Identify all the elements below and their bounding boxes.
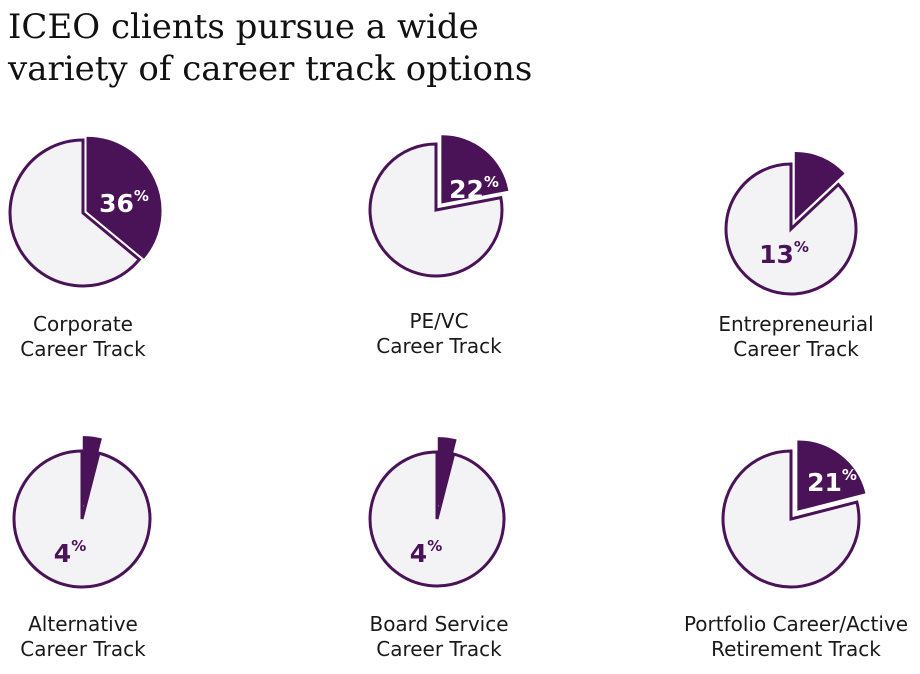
pie-slice-remainder bbox=[12, 449, 152, 589]
pie-caption: Board Service Career Track bbox=[369, 612, 508, 661]
pie-caption: Entrepreneurial Career Track bbox=[718, 312, 873, 361]
title-line-2: variety of career track options bbox=[8, 49, 533, 89]
pie-value-label: 4% bbox=[54, 537, 86, 569]
pie-chart: 4% Alternative Career Track bbox=[12, 436, 152, 661]
pie-slice-highlight bbox=[794, 151, 845, 221]
pie-caption: Portfolio Career/Active Retirement Track bbox=[684, 612, 908, 661]
page-title: ICEO clients pursue a wide variety of ca… bbox=[8, 6, 628, 90]
pie-slice-highlight bbox=[441, 135, 509, 204]
pie-value-label: 13% bbox=[759, 238, 809, 270]
pie-slice-remainder bbox=[724, 162, 858, 296]
pie-slice-highlight bbox=[437, 437, 457, 506]
pie-chart: 22% PE/VC Career Track bbox=[368, 135, 509, 358]
pie-slice-remainder bbox=[721, 449, 861, 589]
title-line-1: ICEO clients pursue a wide bbox=[8, 7, 479, 47]
pie-chart: 13% Entrepreneurial Career Track bbox=[718, 151, 874, 361]
pie-value-label: 4% bbox=[410, 537, 442, 569]
pie-chart: 4% Board Service Career Track bbox=[368, 437, 509, 661]
pie-slice-highlight bbox=[82, 436, 102, 506]
pie-value-label: 22% bbox=[449, 173, 499, 205]
pie-caption: PE/VC Career Track bbox=[376, 309, 502, 358]
pie-slice-highlight bbox=[797, 440, 866, 511]
pie-slice-highlight bbox=[86, 136, 162, 259]
pie-slice-remainder bbox=[368, 450, 506, 588]
pie-value-label: 21% bbox=[807, 466, 857, 498]
pie-caption: Alternative Career Track bbox=[20, 612, 146, 661]
pie-slice-remainder bbox=[8, 138, 142, 288]
pie-slice-remainder bbox=[368, 142, 504, 278]
pie-chart: 21% Portfolio Career/Active Retirement Tra… bbox=[684, 440, 908, 661]
pie-value-label: 36% bbox=[99, 187, 149, 219]
pie-chart: 36% Corporate Career Track bbox=[8, 136, 162, 361]
pie-caption: Corporate Career Track bbox=[20, 312, 146, 361]
